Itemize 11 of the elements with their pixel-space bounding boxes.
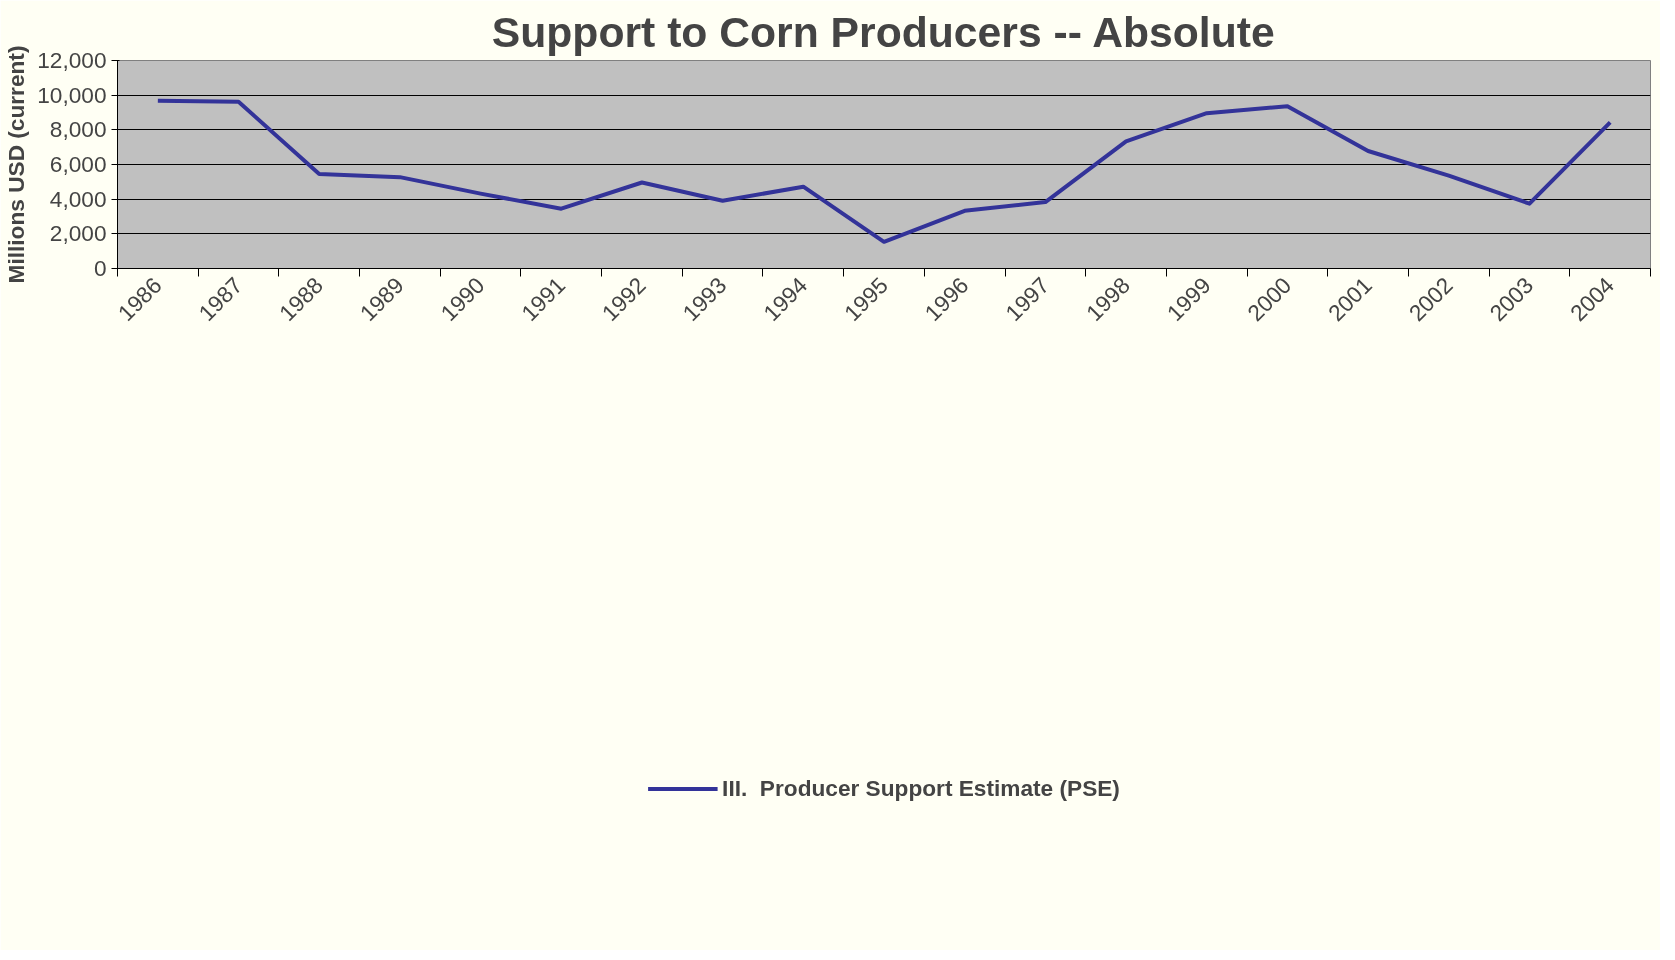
y-tick-label: 6,000: [49, 151, 107, 177]
y-tick-label: 8,000: [49, 116, 107, 143]
y-axis-title: Millions USD (current): [3, 45, 30, 284]
y-tick-label: 0: [93, 255, 107, 281]
chart-title: Support to Corn Producers -- Absolute: [491, 7, 1275, 56]
y-tick-label: 10,000: [37, 81, 107, 108]
y-tick-label: 12,000: [37, 47, 107, 73]
y-tick-label: 4,000: [49, 185, 107, 212]
legend-label: III. Producer Support Estimate (PSE): [722, 774, 1120, 802]
y-tick-label: 2,000: [49, 220, 107, 247]
line-series: [155, 98, 1613, 244]
